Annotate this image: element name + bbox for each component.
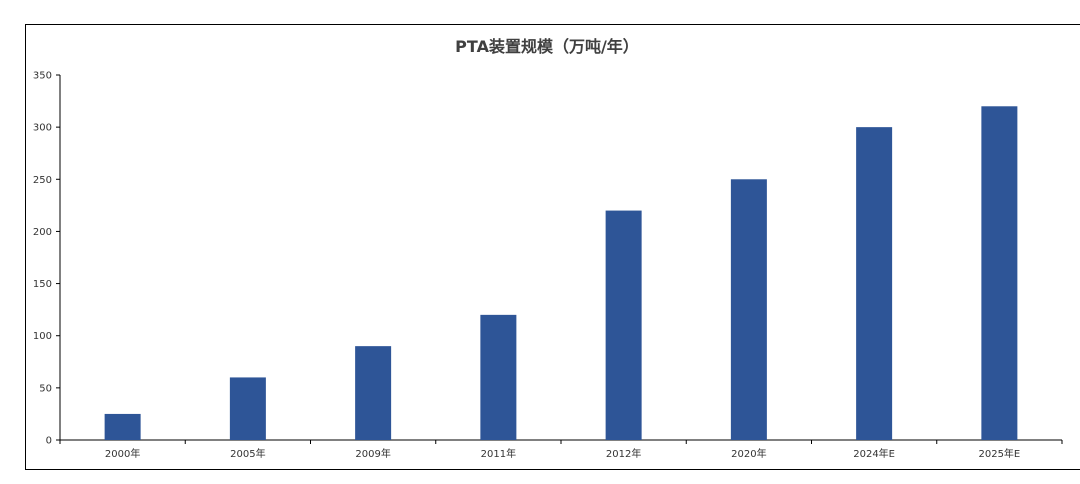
bar xyxy=(981,106,1018,441)
y-tick-label: 50 xyxy=(39,383,52,394)
bar xyxy=(104,413,141,440)
x-tick-label: 2000年 xyxy=(105,447,140,460)
y-tick-label: 250 xyxy=(33,175,52,186)
y-tick-label: 100 xyxy=(33,331,52,342)
y-axis: 0 50 100 150 200 250 300 350 xyxy=(33,71,61,447)
x-tick-label: 2024年E xyxy=(853,447,895,460)
x-tick-label: 2009年 xyxy=(355,447,390,460)
bar xyxy=(856,127,893,441)
bars xyxy=(104,106,1018,441)
y-tick-label: 0 xyxy=(46,436,52,447)
x-tick-label: 2005年 xyxy=(230,447,265,460)
bar xyxy=(605,210,642,440)
bar xyxy=(229,377,266,440)
y-tick-label: 150 xyxy=(33,279,52,290)
x-tick-label: 2020年 xyxy=(731,447,766,460)
x-tick-label: 2025年E xyxy=(978,447,1020,460)
x-axis: 2000年 2005年 2009年 2011年 2012年 2020年 2024年E 2025… xyxy=(59,439,1063,460)
bar xyxy=(480,314,517,440)
bar xyxy=(355,346,392,440)
y-tick-label: 300 xyxy=(33,123,52,134)
chart-title: PTA装置规模（万吨/年） xyxy=(455,37,639,56)
bar xyxy=(730,179,767,441)
y-tick-label: 200 xyxy=(33,227,52,238)
chart-frame xyxy=(25,24,1080,470)
x-tick-label: 2011年 xyxy=(481,447,516,460)
y-tick-label: 350 xyxy=(33,71,52,82)
x-tick-label: 2012年 xyxy=(606,447,641,460)
